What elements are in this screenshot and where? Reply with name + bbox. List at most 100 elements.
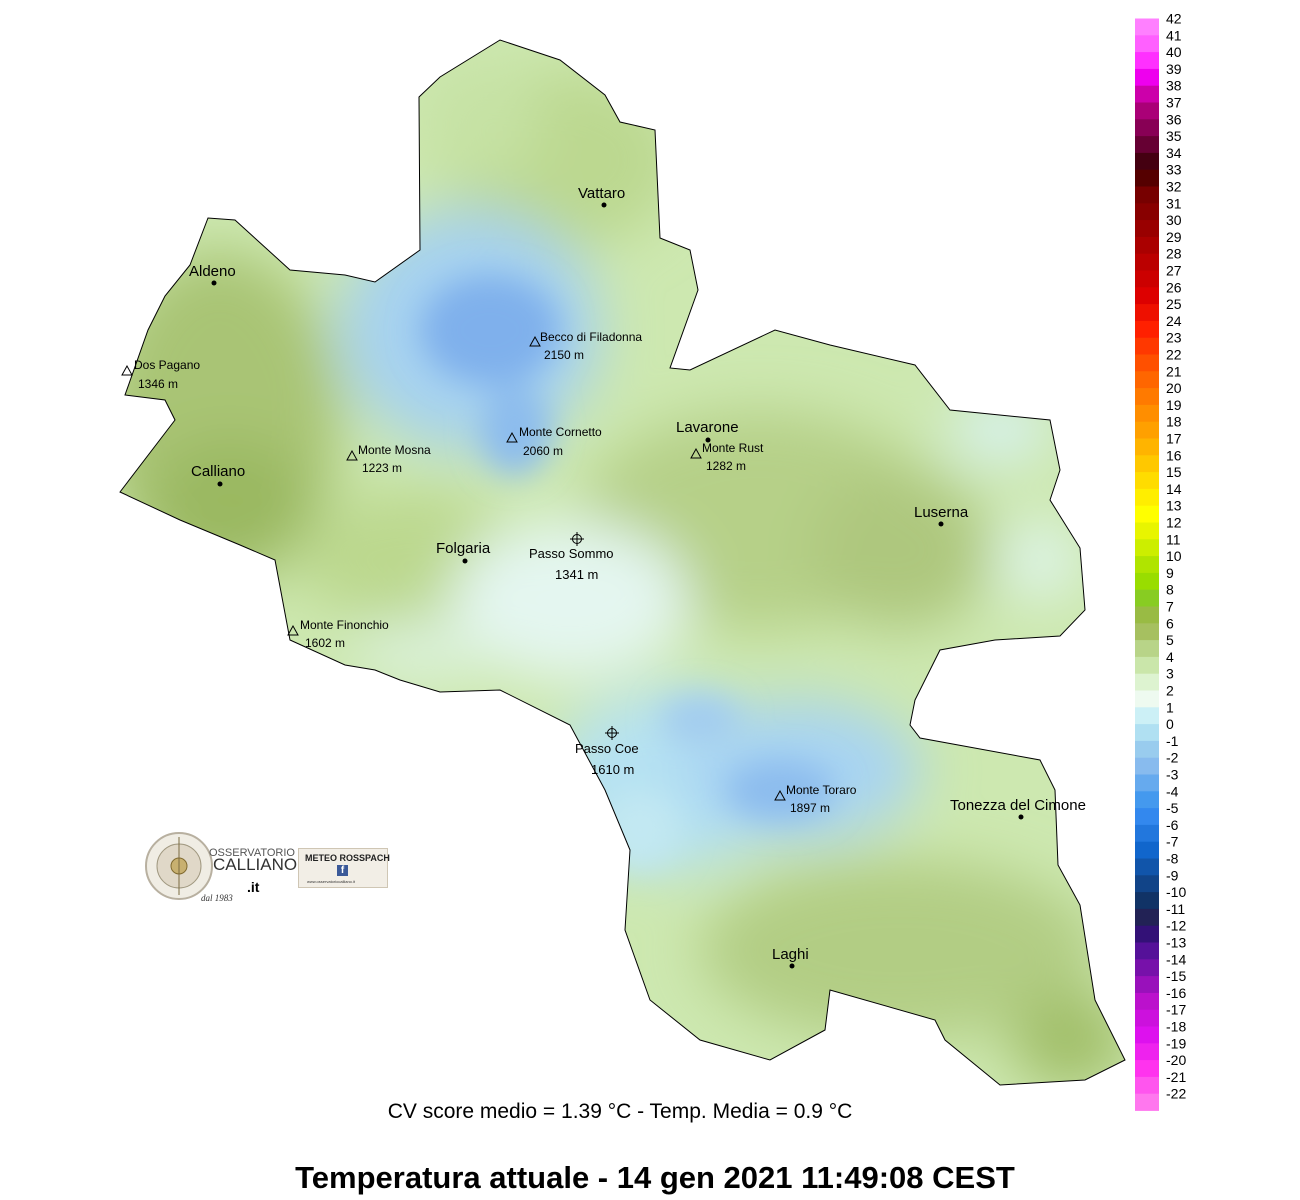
- triangle-icon: [529, 335, 541, 347]
- scale-tick-label: 16: [1166, 447, 1182, 463]
- scale-tick-label: -10: [1166, 884, 1186, 900]
- peak-elevation: 1897 m: [790, 801, 830, 815]
- peak-label: Monte Finonchio: [300, 618, 389, 632]
- scale-tick-label: 19: [1166, 397, 1182, 413]
- scale-swatch: [1135, 203, 1159, 221]
- scale-tick-label: -12: [1166, 918, 1186, 934]
- scale-tick-label: 31: [1166, 195, 1182, 211]
- scale-tick-label: 12: [1166, 515, 1182, 531]
- scale-swatch: [1135, 236, 1159, 255]
- scale-swatch: [1135, 371, 1159, 389]
- scale-tick-label: 2: [1166, 683, 1174, 699]
- scale-tick-label: 21: [1166, 363, 1182, 379]
- town-label: Vattaro: [578, 185, 625, 202]
- scale-tick-label: 17: [1166, 431, 1182, 447]
- pass-elevation: 1341 m: [555, 567, 598, 582]
- scale-tick-label: -5: [1166, 800, 1179, 816]
- scale-swatch: [1135, 707, 1159, 725]
- scale-swatch: [1135, 522, 1159, 540]
- scale-swatch: [1135, 976, 1159, 994]
- town-label: Laghi: [772, 946, 809, 963]
- scale-swatch: [1135, 1043, 1159, 1061]
- scale-swatch: [1135, 85, 1159, 103]
- peak-monte-toraro: Monte Toraro 1897 m: [774, 783, 857, 815]
- scale-swatch: [1135, 589, 1159, 607]
- scale-tick-label: 40: [1166, 44, 1182, 60]
- scale-swatch: [1135, 539, 1159, 557]
- peak-label: Monte Rust: [702, 441, 764, 455]
- scale-swatch: [1135, 354, 1159, 372]
- town-folgaria: Folgaria: [436, 540, 491, 564]
- scale-swatch: [1135, 253, 1159, 271]
- pass-elevation: 1610 m: [591, 762, 634, 777]
- scale-tick-label: -22: [1166, 1086, 1186, 1102]
- scale-swatch: [1135, 52, 1159, 70]
- peak-monte-finonchio: Monte Finonchio 1602 m: [287, 618, 389, 650]
- scale-swatch: [1135, 1076, 1159, 1095]
- scale-swatch: [1135, 640, 1159, 658]
- town-vattaro: Vattaro: [578, 185, 625, 208]
- scale-swatch: [1135, 438, 1159, 456]
- scale-tick-label: 35: [1166, 128, 1182, 144]
- scale-swatch: [1135, 992, 1159, 1011]
- scale-swatch: [1135, 488, 1159, 507]
- scale-tick-label: -19: [1166, 1035, 1186, 1051]
- triangle-icon: [121, 364, 133, 376]
- observatory-logo-domain: .it: [247, 879, 260, 895]
- town-luserna: Luserna: [914, 504, 969, 527]
- town-label: Folgaria: [436, 540, 491, 557]
- temperature-color-scale: 4241403938373635343332313029282726252423…: [1135, 11, 1186, 1111]
- scale-tick-label: 15: [1166, 464, 1182, 480]
- scale-tick-label: 37: [1166, 95, 1182, 111]
- peak-elevation: 1602 m: [305, 636, 345, 650]
- peak-elevation: 2150 m: [544, 348, 584, 362]
- scale-tick-label: 11: [1166, 531, 1181, 547]
- scale-tick-label: -11: [1166, 901, 1185, 917]
- peak-label: Monte Mosna: [358, 443, 431, 457]
- scale-swatch: [1135, 925, 1159, 943]
- peak-becco-di-filadonna: Becco di Filadonna 2150 m: [529, 330, 642, 362]
- scale-swatch: [1135, 908, 1159, 927]
- scale-swatch: [1135, 942, 1159, 960]
- facebook-icon: f: [337, 865, 348, 876]
- town-aldeno: Aldeno: [189, 263, 236, 286]
- scale-swatch: [1135, 337, 1159, 355]
- town-label: Luserna: [914, 504, 969, 521]
- peak-dos-pagano: Dos Pagano 1346 m: [121, 358, 200, 391]
- meteo-logo-tag: www.osservatoriocalliano.it: [307, 879, 356, 884]
- scale-tick-label: -15: [1166, 968, 1186, 984]
- scale-swatch: [1135, 152, 1159, 171]
- scale-tick-label: -3: [1166, 767, 1179, 783]
- scale-swatch: [1135, 270, 1159, 288]
- scale-tick-label: -14: [1166, 951, 1186, 967]
- scale-tick-label: 26: [1166, 279, 1182, 295]
- town-calliano: Calliano: [191, 463, 245, 487]
- scale-swatch: [1135, 404, 1159, 423]
- scale-swatch: [1135, 673, 1159, 691]
- town-label: Calliano: [191, 463, 245, 480]
- scale-tick-label: -17: [1166, 1002, 1186, 1018]
- scale-tick-label: 27: [1166, 263, 1182, 279]
- peak-markers: Becco di Filadonna 2150 m Dos Pagano 134…: [121, 330, 857, 815]
- scale-tick-label: 42: [1166, 11, 1182, 27]
- scale-tick-label: -1: [1166, 733, 1179, 749]
- scale-tick-label: 24: [1166, 313, 1182, 329]
- scale-tick-label: 1: [1166, 699, 1174, 715]
- scale-swatch: [1135, 35, 1159, 53]
- scale-swatch: [1135, 186, 1159, 204]
- scale-swatch: [1135, 824, 1159, 843]
- scale-tick-label: 33: [1166, 162, 1182, 178]
- peak-monte-mosna: Monte Mosna 1223 m: [346, 443, 431, 475]
- peak-elevation: 1223 m: [362, 461, 402, 475]
- triangle-icon: [774, 789, 786, 801]
- scale-swatch: [1135, 18, 1159, 36]
- scale-swatch: [1135, 68, 1159, 87]
- scale-swatch: [1135, 119, 1159, 137]
- meteo-logo-title: METEO ROSSPACH: [305, 853, 390, 863]
- peak-label: Monte Toraro: [786, 783, 857, 797]
- town-label: Lavarone: [676, 419, 739, 436]
- scale-tick-label: 28: [1166, 246, 1182, 262]
- crosshair-icon: [570, 532, 584, 546]
- scale-swatch: [1135, 690, 1159, 708]
